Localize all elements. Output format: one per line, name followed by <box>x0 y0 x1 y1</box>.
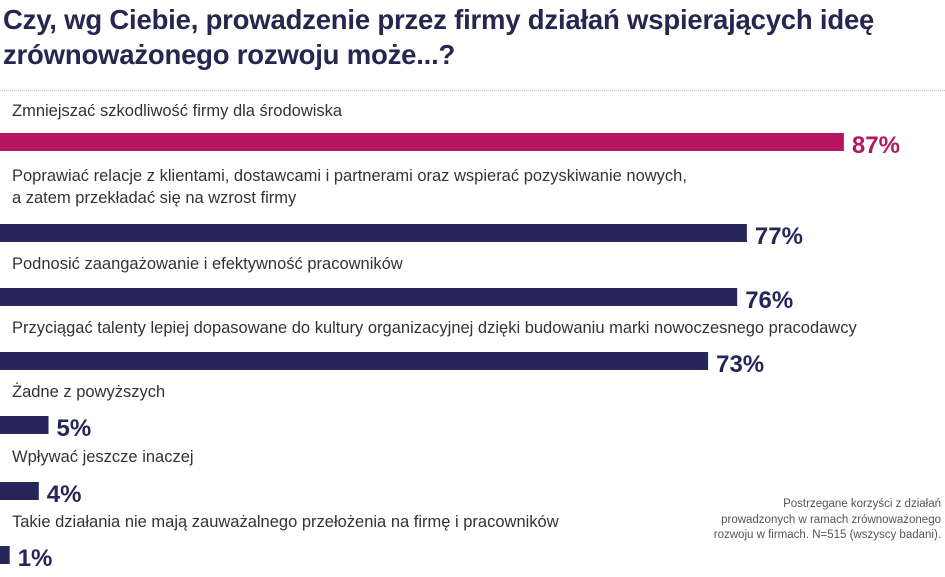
category-label: Żadne z powyższych <box>12 382 165 401</box>
bar <box>0 288 738 306</box>
bar <box>0 416 49 434</box>
chart-title: Czy, wg Ciebie, prowadzenie przez firmy … <box>3 4 875 70</box>
category-label: Podnosić zaangażowanie i efektywność pra… <box>12 255 403 273</box>
title-divider <box>0 90 945 91</box>
category-label: Poprawiać relacje z klientami, dostawcam… <box>12 167 687 185</box>
chart-source-note: Postrzegane korzyści z działań prowadzon… <box>713 498 941 541</box>
value-label: 76% <box>745 287 793 314</box>
category-label: Wpływać jeszcze inaczej <box>12 448 194 466</box>
bar <box>0 352 709 370</box>
value-label: 1% <box>18 545 53 572</box>
category-label: Przyciągać talenty lepiej dopasowane do … <box>12 319 857 337</box>
category-label: a zatem przekładać się na wzrost firmy <box>12 189 297 207</box>
bar <box>0 224 747 242</box>
category-label: Takie działania nie mają zauważalnego pr… <box>12 513 559 531</box>
bar <box>0 133 844 151</box>
category-label: Zmniejszać szkodliwość firmy dla środowi… <box>12 102 343 120</box>
value-label: 77% <box>755 223 803 250</box>
value-label: 5% <box>57 415 92 442</box>
value-label: 4% <box>47 481 82 508</box>
value-label: 87% <box>852 132 900 159</box>
bar <box>0 546 10 564</box>
bar <box>0 482 39 500</box>
value-label: 73% <box>716 351 764 378</box>
